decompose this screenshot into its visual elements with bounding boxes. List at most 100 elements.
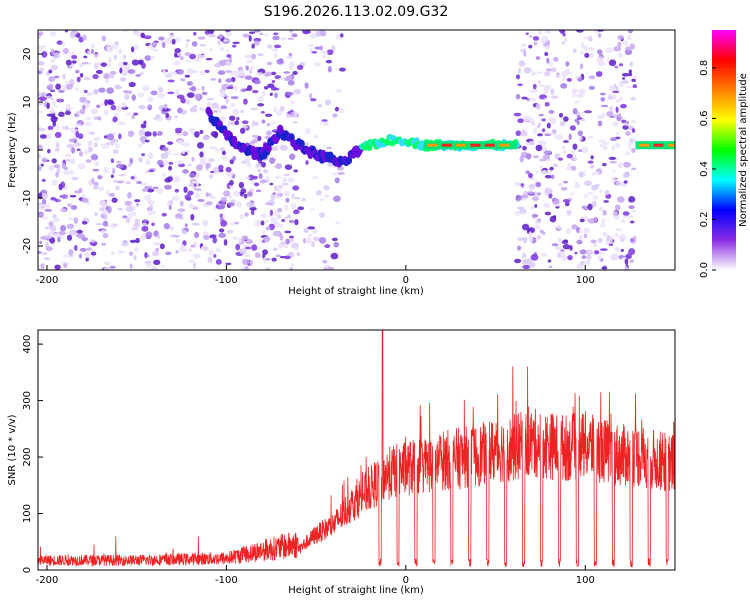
spectrogram-noise-cell (528, 183, 536, 190)
spectrogram-noise-cell (273, 105, 277, 113)
spectrogram-noise-cell (138, 157, 143, 163)
spectrogram-noise-cell (609, 115, 615, 118)
spectrogram-noise-cell (167, 79, 175, 83)
spectrogram-noise-cell (85, 159, 92, 163)
spectrogram-noise-cell (628, 205, 635, 210)
spectrogram-noise-cell (514, 258, 522, 264)
spectrogram-noise-cell (226, 54, 232, 58)
spectrogram-noise-cell (253, 40, 260, 46)
spectrogram-noise-cell (75, 69, 80, 74)
spectrogram-noise-cell (311, 51, 318, 54)
spectrogram-noise-cell (241, 235, 249, 241)
spectrogram-noise-cell (249, 188, 255, 192)
spectrogram-noise-cell (145, 254, 150, 258)
spectrogram-noise-cell (550, 88, 555, 95)
spectrogram-noise-cell (223, 190, 231, 197)
spectrogram-noise-cell (144, 131, 152, 137)
spectrogram-noise-cell (218, 78, 222, 84)
spectrogram-noise-cell (205, 57, 213, 61)
spectrogram-noise-cell (535, 224, 541, 230)
spectrogram-noise-cell (56, 123, 60, 130)
spectrogram-noise-cell (289, 153, 296, 160)
spectrogram-noise-cell (285, 75, 293, 81)
spectrogram-noise-cell (62, 47, 69, 55)
spectrogram-noise-cell (48, 164, 54, 172)
spectrogram-noise-cell (334, 106, 340, 112)
spectrogram-noise-cell (272, 192, 277, 196)
spectrogram-noise-cell (259, 179, 266, 184)
spectrogram-noise-cell (566, 209, 572, 216)
spectrogram-noise-cell (249, 68, 253, 75)
spectrogram-noise-cell (584, 110, 592, 114)
spectrogram-noise-cell (535, 56, 541, 60)
spectrogram-noise-cell (116, 163, 124, 169)
spectrogram-noise-cell (230, 96, 239, 100)
spectrogram-noise-cell (566, 77, 572, 82)
spectrogram-noise-cell (623, 40, 629, 47)
spectrogram-noise-cell (320, 50, 329, 55)
snr-content (38, 330, 675, 568)
spectrogram-noise-cell (312, 175, 319, 180)
spectrogram-noise-cell (90, 43, 96, 48)
spectrogram-noise-cell (592, 194, 599, 200)
spectrogram-noise-cell (68, 138, 76, 143)
spectrogram-noise-cell (202, 231, 209, 237)
spectrogram-noise-cell (531, 213, 539, 218)
spectrogram-noise-cell (48, 83, 54, 90)
colorbar-tick-label: 0.8 (699, 60, 710, 76)
spectrogram-noise-cell (294, 219, 299, 226)
spectrogram-noise-cell (240, 109, 244, 114)
spectrogram-noise-cell (523, 66, 531, 74)
spectrogram-noise-cell (54, 75, 60, 79)
spectrogram-noise-cell (160, 265, 165, 268)
spectrogram-noise-cell (310, 98, 317, 102)
spectrogram-noise-cell (175, 213, 183, 219)
snr-ytick-label: 100 (22, 504, 33, 523)
spectrogram-noise-cell (56, 40, 63, 45)
spectrogram-noise-cell (561, 75, 567, 81)
spectrogram-noise-cell (127, 163, 133, 167)
spectrogram-noise-cell (167, 91, 175, 95)
spectrogram-noise-cell (577, 77, 583, 82)
spectrogram-noise-cell (41, 51, 48, 58)
spectrogram-noise-cell (580, 118, 586, 122)
spectrogram-noise-cell (39, 134, 48, 139)
spectrogram-noise-cell (560, 82, 568, 89)
spectrogram-noise-cell (334, 221, 341, 225)
spectrogram-noise-cell (610, 254, 618, 261)
spectrogram-noise-cell (173, 176, 181, 183)
spectrogram-noise-cell (74, 244, 78, 252)
spectrogram-noise-cell (538, 30, 542, 35)
spectrogram-noise-cell (578, 235, 584, 241)
spectrogram-noise-cell (296, 251, 301, 257)
spectrogram-noise-cell (522, 252, 527, 259)
spectrogram-noise-cell (580, 41, 584, 49)
spectrogram-noise-cell (84, 121, 92, 127)
spectrogram-noise-cell (101, 210, 109, 215)
spectrogram-noise-cell (277, 187, 282, 194)
spectrogram-noise-cell (68, 229, 77, 236)
spectrogram-noise-cell (287, 177, 295, 183)
spectrogram-noise-cell (542, 146, 548, 152)
spectrogram-noise-cell (240, 127, 246, 134)
spectrogram-noise-cell (591, 184, 599, 191)
spectrogram-noise-cell (65, 103, 71, 108)
spectrogram-noise-cell (210, 78, 217, 81)
spectrogram-noise-cell (125, 112, 132, 116)
spectrogram-noise-cell (544, 30, 552, 34)
spectrogram-noise-cell (244, 176, 251, 180)
spectrogram-noise-cell (264, 219, 270, 223)
spectrogram-noise-cell (583, 227, 590, 234)
snr-ytick-label: 200 (22, 448, 33, 467)
spectrogram-noise-cell (95, 222, 103, 226)
spectrogram-noise-cell (589, 164, 595, 169)
spectrogram-noise-cell (220, 155, 228, 160)
spectrogram-noise-cell (517, 237, 525, 242)
spectrogram-noise-cell (168, 205, 172, 210)
spectrogram-noise-cell (573, 153, 577, 161)
spectrogram-noise-cell (563, 37, 568, 42)
spectrogram-noise-cell (580, 50, 585, 55)
spectrogram-noise-cell (520, 131, 528, 137)
spectrogram-noise-cell (152, 48, 160, 52)
spectrogram-noise-cell (139, 72, 144, 75)
